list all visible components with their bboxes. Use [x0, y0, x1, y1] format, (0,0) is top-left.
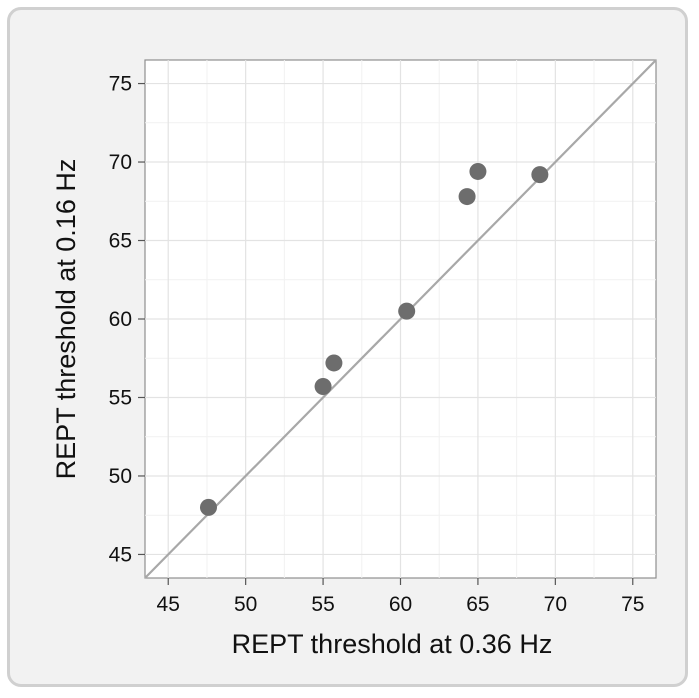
- x-axis-title: REPT threshold at 0.36 Hz: [232, 629, 553, 659]
- axis-ticks: [138, 82, 634, 585]
- x-tick-label: 70: [544, 593, 567, 616]
- y-tick-label: 45: [109, 543, 132, 566]
- y-axis-title: REPT threshold at 0.16 Hz: [51, 159, 81, 480]
- y-tick-label: 55: [109, 386, 132, 409]
- data-point: [314, 377, 332, 395]
- major-gridlines: [145, 60, 656, 578]
- y-tick-label: 65: [109, 230, 132, 253]
- data-point: [199, 498, 217, 516]
- data-point: [325, 354, 343, 372]
- y-tick-labels: 45 50 55 60 65 70 75: [109, 73, 132, 567]
- x-tick-label: 65: [466, 593, 489, 616]
- identity-line-group: [144, 59, 657, 579]
- identity-line: [144, 59, 657, 579]
- x-tick-labels: 45 50 55 60 65 70 75: [157, 593, 645, 616]
- data-point: [458, 188, 476, 206]
- x-tick-label: 60: [389, 593, 412, 616]
- y-tick-label: 70: [109, 151, 132, 174]
- y-tick-label: 50: [109, 465, 132, 488]
- data-point: [398, 302, 416, 320]
- y-tick-label: 75: [109, 73, 132, 96]
- data-points: [199, 162, 549, 516]
- x-tick-label: 50: [234, 593, 257, 616]
- data-point: [469, 162, 487, 180]
- data-point: [531, 166, 549, 184]
- y-tick-label: 60: [109, 308, 132, 331]
- x-tick-label: 75: [621, 593, 644, 616]
- x-tick-label: 45: [157, 593, 180, 616]
- x-tick-label: 55: [311, 593, 334, 616]
